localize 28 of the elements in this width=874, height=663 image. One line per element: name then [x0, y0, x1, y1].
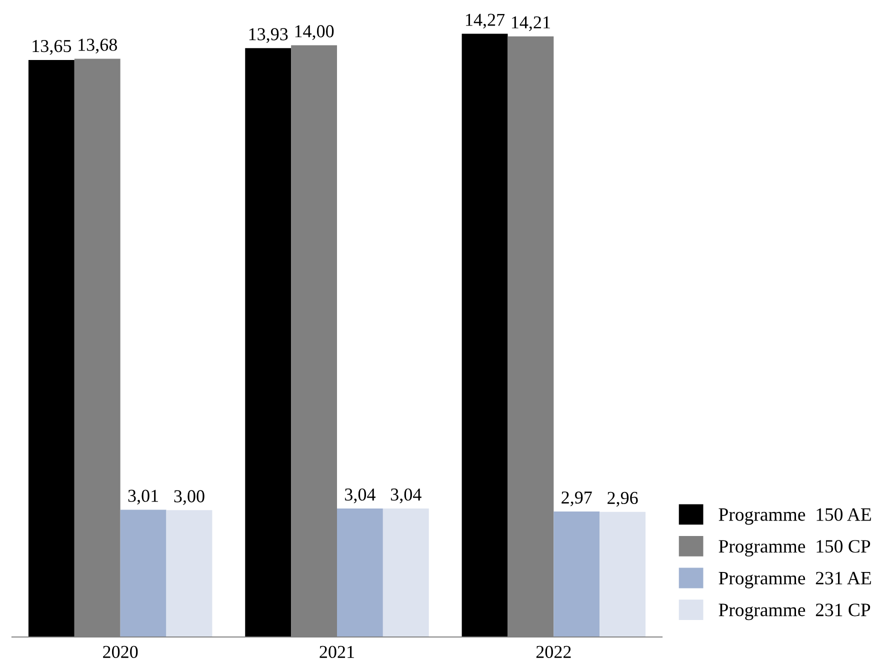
- bar: [245, 48, 292, 637]
- data-label: 3,04: [390, 488, 422, 504]
- data-label: 13,93: [249, 28, 288, 43]
- data-label: 14,00: [295, 25, 334, 40]
- bar: [462, 34, 508, 637]
- bar: [120, 510, 166, 637]
- legend-label: Programme 150 AE: [718, 508, 871, 525]
- bar: [382, 508, 429, 637]
- bar: [28, 60, 74, 637]
- legend-label: Programme 231 CP: [718, 604, 870, 620]
- data-label: 3,01: [128, 490, 158, 505]
- bar: [166, 510, 212, 637]
- x-tick-label: 2022: [536, 646, 571, 658]
- bar: [600, 512, 646, 637]
- bar: [554, 511, 600, 637]
- data-label: 14,21: [512, 16, 550, 32]
- data-label: 3,04: [345, 488, 376, 504]
- bar: [337, 508, 383, 637]
- data-label: 13,65: [32, 40, 72, 55]
- data-label: 3,00: [174, 490, 204, 505]
- data-label: 2,97: [562, 491, 592, 506]
- x-tick-label: 2021: [320, 646, 354, 658]
- data-label: 13,68: [78, 38, 117, 54]
- legend-label: Programme 150 CP: [718, 540, 870, 557]
- data-label: 14,27: [466, 14, 505, 29]
- data-label: 2,96: [608, 492, 638, 507]
- x-tick-label: 2020: [103, 646, 138, 658]
- legend-label: Programme 231 AE: [718, 572, 871, 588]
